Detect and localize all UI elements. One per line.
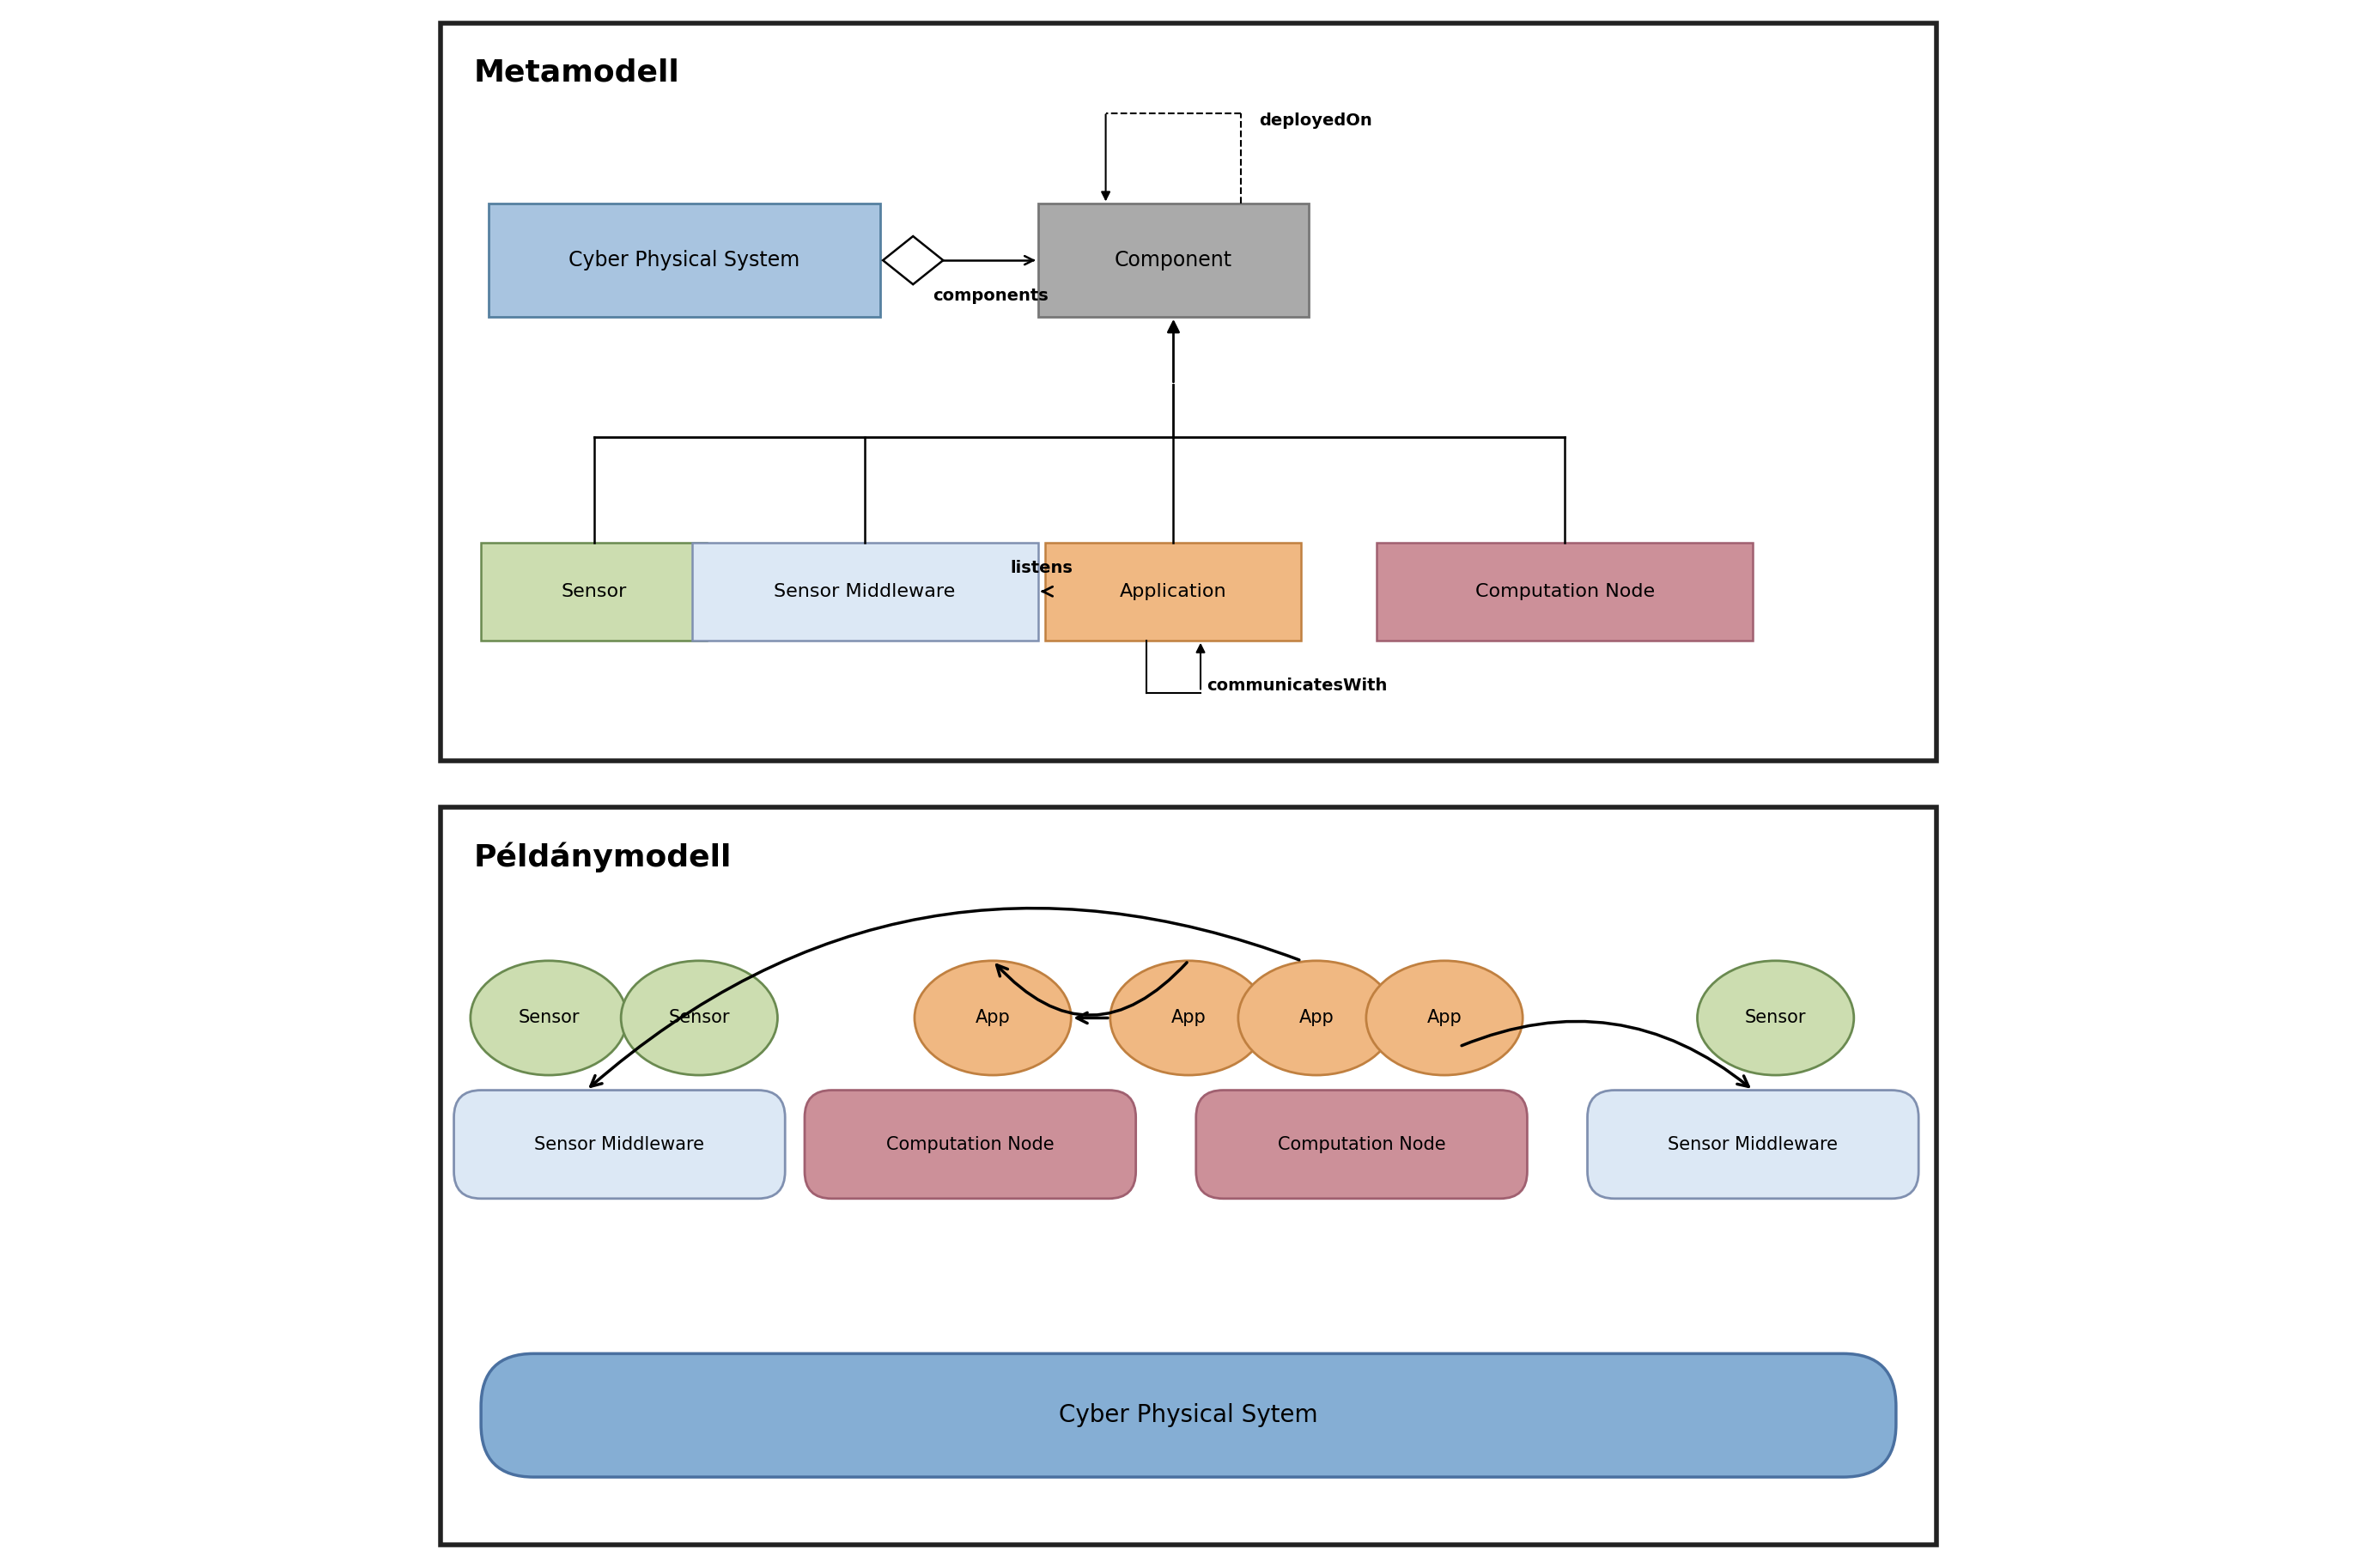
Text: Computation Node: Computation Node (1476, 583, 1654, 601)
FancyBboxPatch shape (454, 1090, 784, 1198)
Text: Sensor Middleware: Sensor Middleware (775, 583, 956, 601)
FancyBboxPatch shape (440, 24, 1937, 760)
Text: Sensor: Sensor (561, 583, 628, 601)
Text: Sensor Middleware: Sensor Middleware (535, 1135, 704, 1152)
Text: App: App (1172, 1010, 1205, 1027)
FancyBboxPatch shape (480, 543, 706, 640)
Text: Application: Application (1120, 583, 1227, 601)
Ellipse shape (1238, 961, 1395, 1076)
Text: Computation Node: Computation Node (887, 1135, 1055, 1152)
Text: App: App (1298, 1010, 1333, 1027)
FancyBboxPatch shape (1196, 1090, 1526, 1198)
Text: App: App (1426, 1010, 1462, 1027)
FancyBboxPatch shape (480, 1353, 1897, 1477)
Text: App: App (975, 1010, 1010, 1027)
FancyBboxPatch shape (1039, 204, 1310, 317)
Ellipse shape (1110, 961, 1267, 1076)
Ellipse shape (471, 961, 628, 1076)
Text: Component: Component (1115, 249, 1231, 271)
Text: listens: listens (1010, 560, 1072, 577)
Text: Sensor: Sensor (518, 1010, 580, 1027)
Text: Sensor Middleware: Sensor Middleware (1669, 1135, 1837, 1152)
Text: Computation Node: Computation Node (1276, 1135, 1445, 1152)
Text: Cyber Physical Sytem: Cyber Physical Sytem (1060, 1403, 1317, 1427)
FancyBboxPatch shape (440, 808, 1937, 1544)
FancyBboxPatch shape (1588, 1090, 1918, 1198)
Polygon shape (882, 237, 944, 284)
FancyBboxPatch shape (1046, 543, 1300, 640)
Text: components: components (932, 287, 1048, 304)
Text: Sensor: Sensor (668, 1010, 730, 1027)
Ellipse shape (1367, 961, 1524, 1076)
FancyBboxPatch shape (1376, 543, 1752, 640)
Text: Sensor: Sensor (1745, 1010, 1807, 1027)
Text: Cyber Physical System: Cyber Physical System (568, 249, 799, 271)
Ellipse shape (915, 961, 1072, 1076)
Ellipse shape (1697, 961, 1854, 1076)
Text: deployedOn: deployedOn (1260, 113, 1372, 129)
Ellipse shape (620, 961, 777, 1076)
Text: Metamodell: Metamodell (473, 58, 680, 86)
FancyBboxPatch shape (806, 1090, 1136, 1198)
Text: communicatesWith: communicatesWith (1208, 677, 1388, 693)
FancyBboxPatch shape (490, 204, 879, 317)
FancyBboxPatch shape (692, 543, 1039, 640)
Text: Példánymodell: Példánymodell (473, 842, 732, 872)
